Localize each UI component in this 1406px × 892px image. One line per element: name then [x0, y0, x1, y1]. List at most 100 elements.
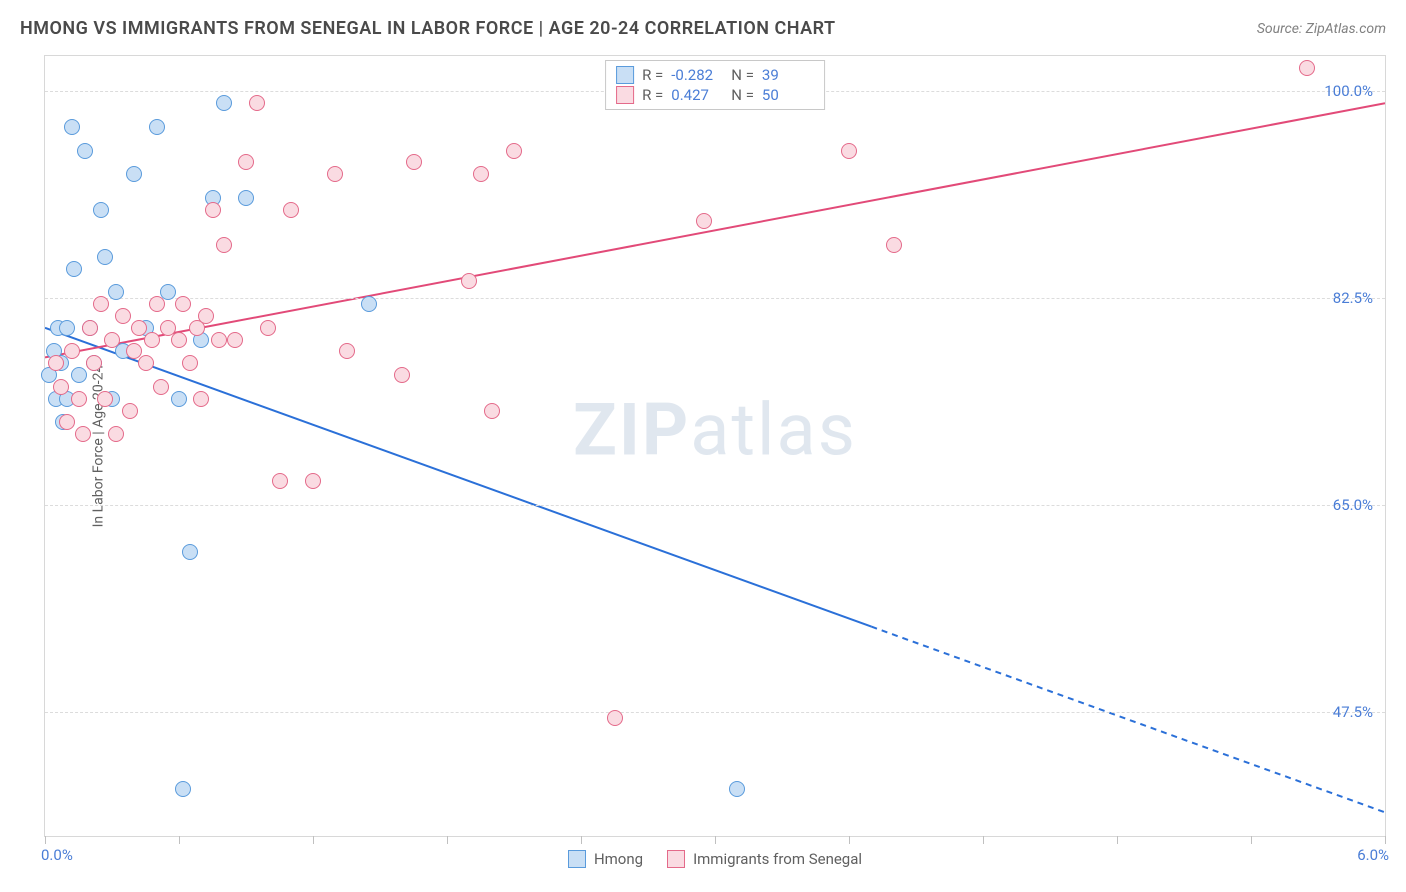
data-point [71, 367, 87, 383]
data-point [361, 296, 377, 312]
x-tick [447, 836, 448, 844]
x-tick [849, 836, 850, 844]
data-point [238, 154, 254, 170]
data-point [122, 403, 138, 419]
data-point [66, 261, 82, 277]
data-point [886, 237, 902, 253]
stat-n-label: N = [731, 66, 754, 84]
legend-item: Hmong [568, 850, 643, 868]
x-tick [1251, 836, 1252, 844]
data-point [175, 781, 191, 797]
data-point [104, 332, 120, 348]
data-point [1299, 60, 1315, 76]
data-point [64, 343, 80, 359]
data-point [238, 190, 254, 206]
stat-r-label: R = [642, 86, 663, 104]
data-point [216, 237, 232, 253]
data-point [182, 355, 198, 371]
data-point [115, 308, 131, 324]
series-legend: Hmong Immigrants from Senegal [45, 850, 1385, 868]
data-point [59, 414, 75, 430]
data-point [82, 320, 98, 336]
trend-line [45, 103, 1385, 357]
data-point [216, 95, 232, 111]
data-point [841, 143, 857, 159]
x-tick [581, 836, 582, 844]
stat-n-value: 39 [762, 66, 814, 84]
data-point [131, 320, 147, 336]
data-point [86, 355, 102, 371]
data-point [484, 403, 500, 419]
x-tick [313, 836, 314, 844]
data-point [327, 166, 343, 182]
data-point [175, 296, 191, 312]
data-point [272, 473, 288, 489]
data-point [48, 355, 64, 371]
y-tick-label: 100.0% [1324, 82, 1373, 100]
x-tick [983, 836, 984, 844]
data-point [77, 143, 93, 159]
data-point [729, 781, 745, 797]
data-point [394, 367, 410, 383]
data-point [198, 308, 214, 324]
data-point [305, 473, 321, 489]
y-tick-label: 82.5% [1333, 289, 1373, 307]
trend-line [45, 328, 871, 627]
legend-swatch [667, 850, 685, 868]
data-point [138, 355, 154, 371]
data-point [93, 202, 109, 218]
stats-row: R =0.427N =50 [616, 85, 814, 105]
data-point [53, 379, 69, 395]
data-point [473, 166, 489, 182]
data-point [126, 166, 142, 182]
x-tick [715, 836, 716, 844]
data-point [260, 320, 276, 336]
data-point [93, 296, 109, 312]
data-point [227, 332, 243, 348]
data-point [193, 391, 209, 407]
data-point [205, 202, 221, 218]
data-point [696, 213, 712, 229]
legend-label: Immigrants from Senegal [693, 850, 862, 868]
stat-r-label: R = [642, 66, 663, 84]
data-point [506, 143, 522, 159]
stat-r-value: 0.427 [671, 86, 723, 104]
trend-line-extrapolated [871, 627, 1385, 813]
y-tick-label: 47.5% [1333, 703, 1373, 721]
data-point [182, 544, 198, 560]
chart-title: HMONG VS IMMIGRANTS FROM SENEGAL IN LABO… [20, 18, 836, 39]
chart-area: ZIPatlas In Labor Force | Age 20-24 47.5… [44, 55, 1386, 837]
stats-legend: R =-0.282N =39R =0.427N =50 [605, 60, 825, 110]
data-point [149, 119, 165, 135]
y-tick-label: 65.0% [1333, 496, 1373, 514]
stat-r-value: -0.282 [671, 66, 723, 84]
gridline [45, 505, 1385, 506]
data-point [97, 249, 113, 265]
gridline [45, 298, 1385, 299]
gridline [45, 712, 1385, 713]
legend-item: Immigrants from Senegal [667, 850, 862, 868]
legend-swatch [568, 850, 586, 868]
data-point [144, 332, 160, 348]
data-point [75, 426, 91, 442]
x-tick [45, 836, 46, 844]
data-point [108, 284, 124, 300]
source-label: Source: ZipAtlas.com [1257, 21, 1386, 37]
data-point [149, 296, 165, 312]
x-axis-max: 6.0% [1357, 846, 1389, 864]
data-point [64, 119, 80, 135]
x-tick [1117, 836, 1118, 844]
legend-swatch [616, 86, 634, 104]
stat-n-label: N = [731, 86, 754, 104]
data-point [607, 710, 623, 726]
legend-label: Hmong [594, 850, 643, 868]
legend-swatch [616, 66, 634, 84]
data-point [97, 391, 113, 407]
data-point [211, 332, 227, 348]
trend-lines [45, 56, 1385, 836]
stats-row: R = -0.282 N = 39 [616, 65, 814, 85]
data-point [59, 320, 75, 336]
data-point [108, 426, 124, 442]
x-tick [179, 836, 180, 844]
data-point [171, 332, 187, 348]
